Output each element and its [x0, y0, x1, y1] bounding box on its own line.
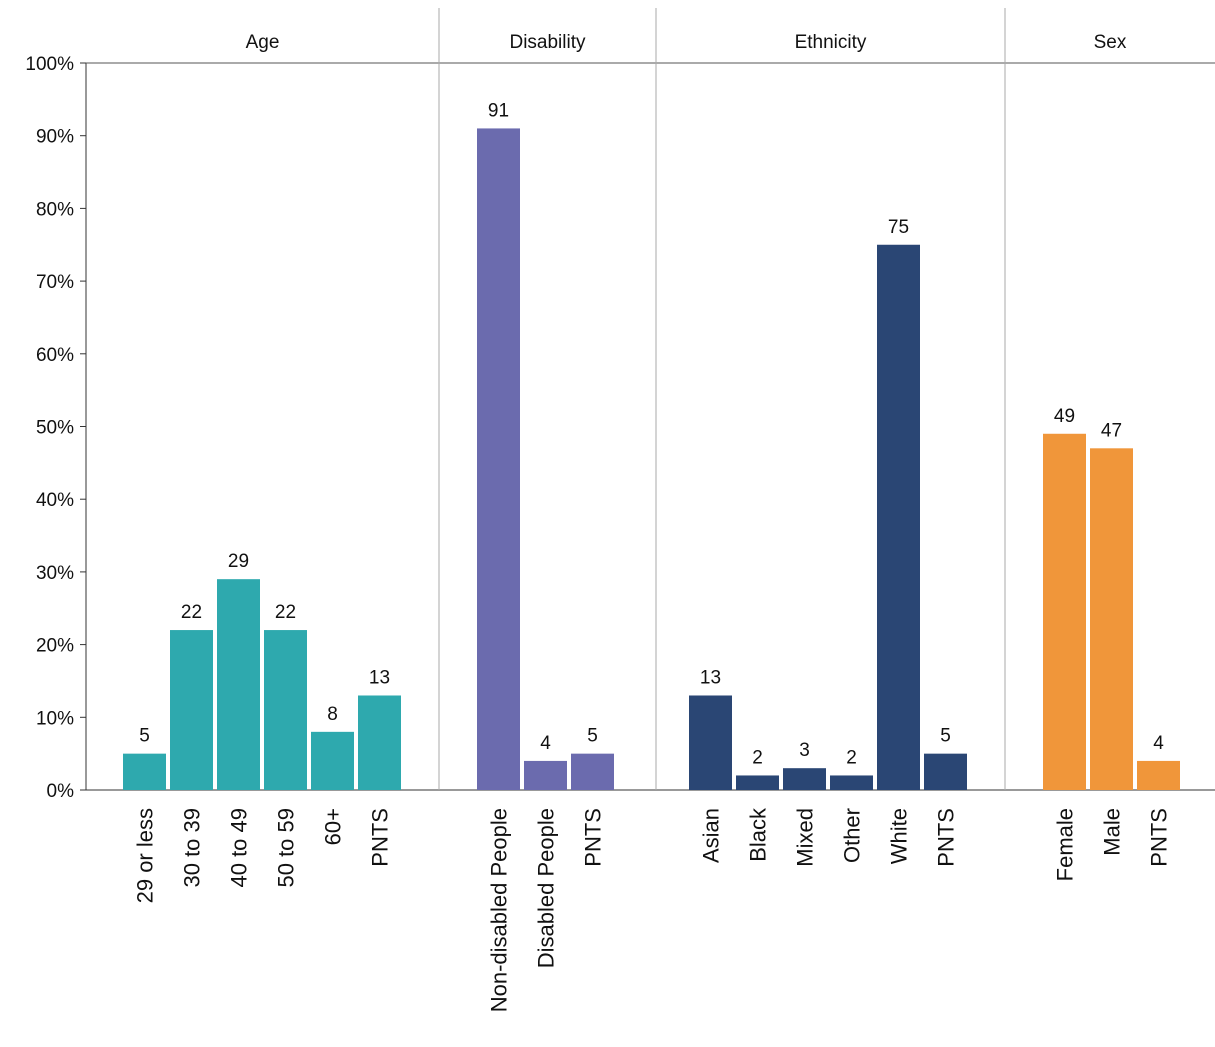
- data-label: 3: [799, 740, 810, 761]
- category-label: Male: [1100, 808, 1125, 856]
- y-tick-label: 20%: [36, 636, 74, 657]
- y-tick-label: 50%: [36, 418, 74, 439]
- bar: [783, 768, 826, 790]
- panel-title: Ethnicity: [795, 32, 867, 53]
- category-label: Disabled People: [534, 808, 559, 968]
- category-label: Asian: [699, 808, 724, 863]
- y-tick-label: 100%: [25, 54, 74, 75]
- bar: [830, 775, 873, 790]
- data-label: 8: [327, 704, 338, 725]
- category-label: 30 to 39: [180, 808, 205, 888]
- category-label: 60+: [321, 808, 346, 845]
- category-label: Non-disabled People: [487, 808, 512, 1012]
- data-label: 22: [275, 602, 296, 623]
- panel-age: Age 5 29 or less 22 30 to 39 29 40 to 49 22 50 t…: [123, 8, 440, 903]
- bar: [123, 753, 166, 790]
- category-label: Mixed: [793, 808, 818, 867]
- bar: [217, 579, 260, 790]
- y-tick-label: 90%: [36, 127, 74, 148]
- data-label: 2: [752, 747, 763, 768]
- panel-ethnicity: Ethnicity 13 Asian 2 Black 3 Mixed 2 Other 75 Whit…: [689, 8, 1006, 867]
- bar: [264, 630, 307, 790]
- bar: [1043, 433, 1086, 790]
- data-label: 5: [940, 726, 951, 747]
- bar: [571, 753, 614, 790]
- data-label: 49: [1054, 406, 1075, 427]
- y-tick-label: 10%: [36, 708, 74, 729]
- category-label: White: [887, 808, 912, 864]
- category-label: PNTS: [368, 808, 393, 867]
- category-label: 40 to 49: [227, 808, 252, 888]
- data-label: 75: [888, 217, 909, 238]
- y-tick-label: 0%: [47, 781, 75, 802]
- y-tick-label: 40%: [36, 490, 74, 511]
- bar: [477, 128, 520, 790]
- category-label: Female: [1053, 808, 1078, 881]
- bar: [689, 695, 732, 790]
- panel-title: Sex: [1094, 32, 1127, 53]
- data-label: 4: [1153, 733, 1164, 754]
- category-label: PNTS: [581, 808, 606, 867]
- data-label: 13: [369, 667, 390, 688]
- bar: [524, 760, 567, 790]
- data-label: 2: [846, 747, 857, 768]
- y-tick-label: 60%: [36, 345, 74, 366]
- data-label: 29: [228, 551, 249, 572]
- data-label: 13: [700, 667, 721, 688]
- bar: [358, 695, 401, 790]
- panel-title: Age: [246, 32, 280, 53]
- panel-disability: Disability 91 Non-disabled People 4 Disabled…: [477, 8, 657, 1012]
- category-label: PNTS: [934, 808, 959, 867]
- panel-title: Disability: [509, 32, 586, 53]
- category-label: 29 or less: [133, 808, 158, 903]
- bar: [1090, 448, 1133, 790]
- y-tick-label: 70%: [36, 272, 74, 293]
- bar: [924, 753, 967, 790]
- bar: [736, 775, 779, 790]
- y-tick-label: 30%: [36, 563, 74, 584]
- category-label: Other: [840, 808, 865, 863]
- data-label: 22: [181, 602, 202, 623]
- category-label: 50 to 59: [274, 808, 299, 888]
- data-label: 47: [1101, 420, 1122, 441]
- data-label: 91: [488, 100, 509, 121]
- data-label: 4: [540, 733, 551, 754]
- category-label: PNTS: [1147, 808, 1172, 867]
- data-label: 5: [139, 726, 150, 747]
- category-label: Black: [746, 807, 771, 862]
- bar: [877, 244, 920, 790]
- panel-sex: Sex 49 Female 47 Male 4 PNTS: [1043, 32, 1180, 881]
- data-label: 5: [587, 726, 598, 747]
- bar: [311, 731, 354, 790]
- bar: [1137, 760, 1180, 790]
- y-tick-label: 80%: [36, 199, 74, 220]
- bar: [170, 630, 213, 790]
